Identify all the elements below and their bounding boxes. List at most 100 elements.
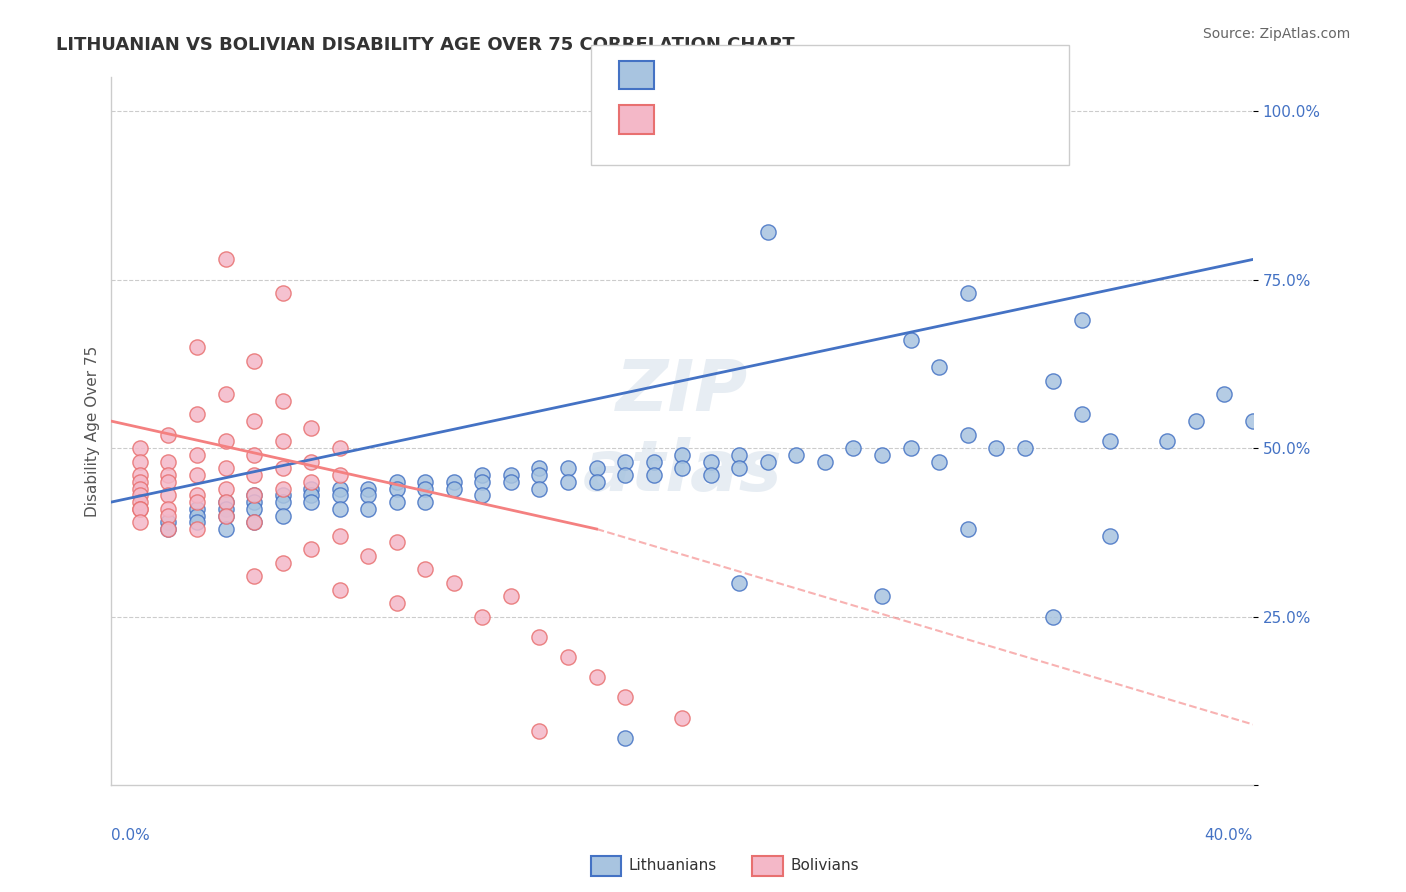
Point [357,549,380,563]
Point [529,630,551,644]
Point [928,360,950,375]
Point [415,562,437,576]
Text: R = -0.325   N = 84: R = -0.325 N = 84 [664,110,827,128]
Point [243,515,266,529]
Point [900,441,922,455]
Point [557,475,579,489]
Point [357,501,380,516]
Text: Lithuanians: Lithuanians [628,858,717,872]
Point [1099,434,1122,449]
Point [499,475,522,489]
Point [271,434,294,449]
Point [243,495,266,509]
Point [870,590,893,604]
Point [129,482,152,496]
Point [842,441,865,455]
Point [186,522,208,536]
Point [928,454,950,468]
Point [529,482,551,496]
Point [243,488,266,502]
Point [299,488,322,502]
Point [129,454,152,468]
Point [443,482,465,496]
Text: 0.0%: 0.0% [111,828,150,843]
Point [214,508,236,523]
Point [243,448,266,462]
Point [129,468,152,483]
Y-axis label: Disability Age Over 75: Disability Age Over 75 [86,345,100,516]
Point [529,468,551,483]
Point [1070,408,1092,422]
Point [1185,414,1208,428]
Point [243,468,266,483]
Point [671,461,693,475]
Point [214,495,236,509]
Point [643,468,665,483]
Point [214,522,236,536]
Point [329,582,352,597]
Point [214,508,236,523]
Point [243,488,266,502]
Point [728,575,751,590]
Point [443,475,465,489]
Point [700,468,723,483]
Point [585,670,607,684]
Point [1156,434,1178,449]
Point [956,427,979,442]
Point [271,482,294,496]
Point [1070,313,1092,327]
Point [129,495,152,509]
Point [1014,104,1036,119]
Point [157,522,180,536]
Point [728,448,751,462]
Point [214,387,236,401]
Point [129,475,152,489]
Point [186,340,208,354]
Point [214,495,236,509]
Point [471,609,494,624]
Point [585,475,607,489]
Point [299,421,322,435]
Point [671,448,693,462]
Point [700,454,723,468]
Point [1213,387,1236,401]
Point [471,468,494,483]
Point [614,731,637,745]
Point [529,724,551,739]
Point [243,501,266,516]
Point [129,501,152,516]
Point [415,482,437,496]
Point [299,482,322,496]
Point [984,441,1007,455]
Point [671,711,693,725]
Point [385,596,408,610]
Point [471,488,494,502]
Point [157,508,180,523]
Point [329,529,352,543]
Point [186,495,208,509]
Point [785,448,807,462]
Point [614,690,637,705]
Point [271,488,294,502]
Point [329,482,352,496]
Point [299,475,322,489]
Point [329,468,352,483]
Point [557,650,579,665]
Point [214,434,236,449]
Point [214,461,236,475]
Point [129,501,152,516]
Point [271,461,294,475]
Point [529,461,551,475]
Text: Source: ZipAtlas.com: Source: ZipAtlas.com [1202,27,1350,41]
Point [186,468,208,483]
Point [271,556,294,570]
Point [728,461,751,475]
Point [129,441,152,455]
Point [329,441,352,455]
Point [271,393,294,408]
Point [214,252,236,267]
Point [186,508,208,523]
Point [329,488,352,502]
Point [357,488,380,502]
Point [956,286,979,301]
